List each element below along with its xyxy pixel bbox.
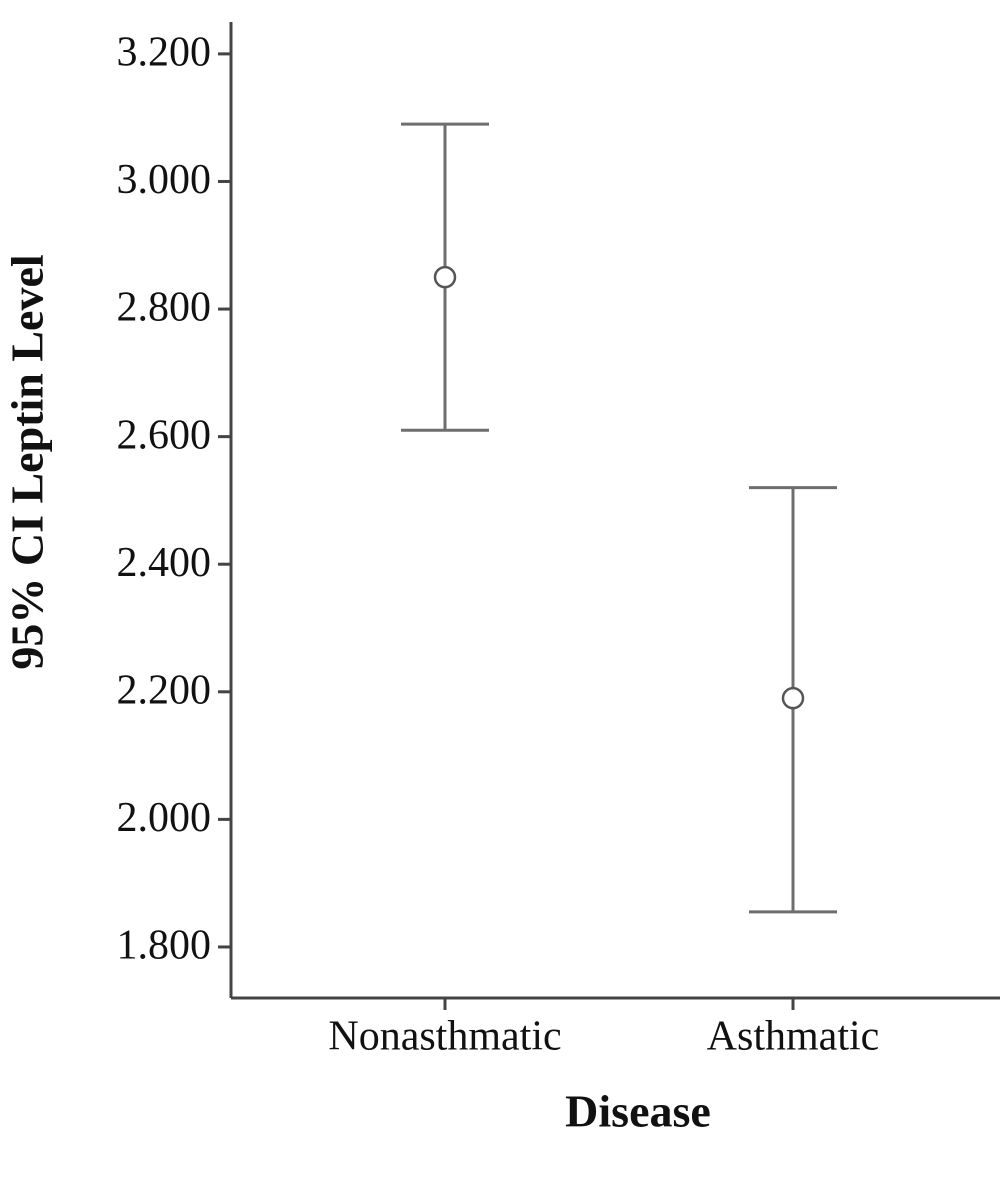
y-tick-label: 2.600 (117, 412, 212, 458)
y-tick-label: 3.000 (117, 157, 212, 203)
y-axis-title: 95% CI Leptin Level (2, 254, 53, 669)
x-tick-label: Asthmatic (707, 1014, 880, 1060)
y-tick-label: 2.400 (117, 540, 212, 586)
y-tick-label: 2.800 (117, 285, 212, 331)
mean-point (433, 265, 457, 289)
y-tick-label: 2.200 (117, 667, 212, 713)
x-tick-label: Nonasthmatic (328, 1014, 561, 1060)
mean-point (781, 686, 805, 710)
y-tick-label: 3.200 (117, 30, 212, 76)
x-axis-title: Disease (565, 1086, 711, 1137)
y-tick-label: 2.000 (117, 795, 212, 841)
y-tick-label: 1.800 (117, 923, 212, 969)
